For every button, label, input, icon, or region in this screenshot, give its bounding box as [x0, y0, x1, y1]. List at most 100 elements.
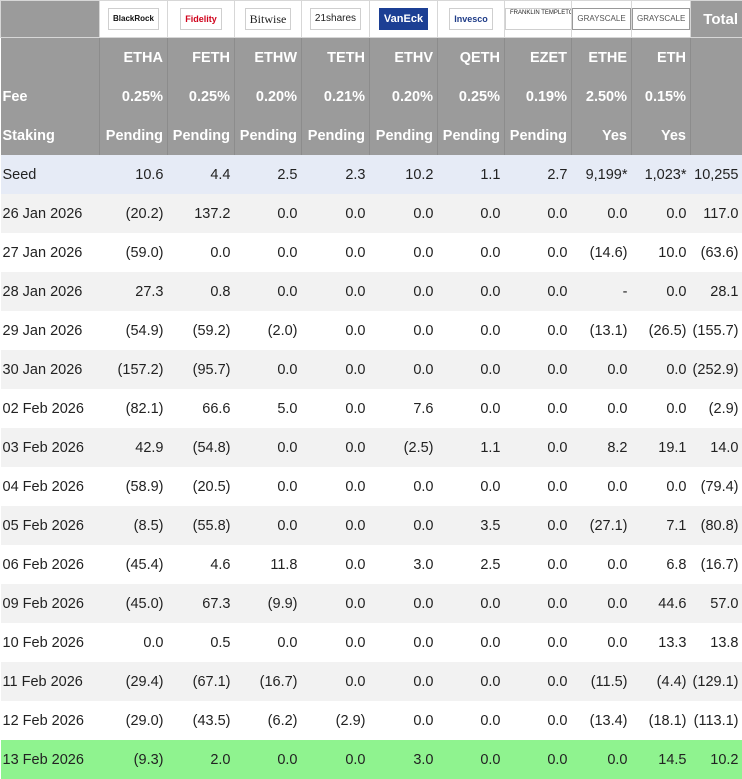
- flow-cell: 3.0: [370, 545, 438, 584]
- flow-cell: 0.0: [505, 701, 572, 740]
- flow-cell: 0.0: [438, 389, 505, 428]
- flow-cell: 2.7: [505, 155, 572, 194]
- fee-cell: 0.25%: [438, 77, 505, 116]
- flow-cell: 14.5: [632, 740, 691, 779]
- fee-cell: 0.19%: [505, 77, 572, 116]
- ticker-cell: TETH: [302, 38, 370, 78]
- row-date-label: 26 Jan 2026: [1, 194, 100, 233]
- flow-cell: 0.0: [302, 428, 370, 467]
- flow-cell: 0.0: [505, 506, 572, 545]
- flow-cell: 0.0: [302, 233, 370, 272]
- total-cell: (113.1): [691, 701, 742, 740]
- ticker-total-cell: [691, 38, 742, 78]
- fee-row: Fee 0.25% 0.25% 0.20% 0.21% 0.20% 0.25% …: [1, 77, 742, 116]
- staking-cell: Pending: [370, 116, 438, 155]
- flow-cell: 0.0: [505, 584, 572, 623]
- flow-cell: 2.3: [302, 155, 370, 194]
- flow-cell: 137.2: [168, 194, 235, 233]
- flow-cell: 0.0: [302, 662, 370, 701]
- total-cell: 28.1: [691, 272, 742, 311]
- flow-cell: 0.0: [370, 467, 438, 506]
- flow-cell: 0.0: [235, 623, 302, 662]
- row-date-label: 13 Feb 2026: [1, 740, 100, 779]
- flow-cell: 0.0: [370, 662, 438, 701]
- flow-cell: (20.5): [168, 467, 235, 506]
- flow-cell: 67.3: [168, 584, 235, 623]
- flow-cell: 0.0: [235, 467, 302, 506]
- flow-cell: 42.9: [100, 428, 168, 467]
- flow-cell: (14.6): [572, 233, 632, 272]
- grayscale-logo: GRAYSCALE: [572, 8, 630, 30]
- total-cell: (2.9): [691, 389, 742, 428]
- corner-cell: [1, 1, 100, 38]
- flow-cell: 0.0: [505, 272, 572, 311]
- total-cell: (80.8): [691, 506, 742, 545]
- ticker-row: ETHA FETH ETHW TETH ETHV QETH EZET ETHE …: [1, 38, 742, 78]
- total-column-header: Total: [691, 1, 742, 38]
- flow-cell: 0.0: [235, 740, 302, 779]
- flow-cell: 0.0: [572, 584, 632, 623]
- flow-cell: 0.0: [302, 584, 370, 623]
- issuer-logo-row: BlackRock Fidelity Bitwise 21shares VanE…: [1, 1, 742, 38]
- row-date-label: Seed: [1, 155, 100, 194]
- flow-cell: (157.2): [100, 350, 168, 389]
- fee-row-label: Fee: [1, 77, 100, 116]
- staking-cell: Pending: [302, 116, 370, 155]
- bitwise-logo: Bitwise: [245, 8, 292, 30]
- ticker-cell: ETH: [632, 38, 691, 78]
- flow-cell: (20.2): [100, 194, 168, 233]
- fee-cell: 0.25%: [168, 77, 235, 116]
- flow-cell: (54.8): [168, 428, 235, 467]
- flow-cell: 9,199*: [572, 155, 632, 194]
- flow-cell: 0.0: [505, 350, 572, 389]
- staking-cell: Pending: [235, 116, 302, 155]
- flow-cell: 0.0: [302, 740, 370, 779]
- flow-cell: 0.0: [572, 389, 632, 428]
- flow-cell: 0.0: [572, 350, 632, 389]
- flow-cell: -: [572, 272, 632, 311]
- staking-cell: Yes: [572, 116, 632, 155]
- flow-cell: 0.0: [370, 623, 438, 662]
- flow-cell: 0.0: [632, 272, 691, 311]
- flow-cell: 0.0: [632, 194, 691, 233]
- ticker-cell: QETH: [438, 38, 505, 78]
- flow-cell: 0.0: [235, 194, 302, 233]
- flow-cell: (82.1): [100, 389, 168, 428]
- flow-cell: (13.1): [572, 311, 632, 350]
- flow-cell: 11.8: [235, 545, 302, 584]
- total-cell: (63.6): [691, 233, 742, 272]
- row-date-label: 06 Feb 2026: [1, 545, 100, 584]
- flow-cell: 0.0: [370, 194, 438, 233]
- flow-cell: 0.0: [632, 467, 691, 506]
- flow-cell: 0.5: [168, 623, 235, 662]
- flow-cell: 10.2: [370, 155, 438, 194]
- flow-cell: (54.9): [100, 311, 168, 350]
- flow-cell: (95.7): [168, 350, 235, 389]
- flow-cell: 0.0: [235, 506, 302, 545]
- flow-cell: 0.0: [168, 233, 235, 272]
- flow-cell: 0.0: [438, 272, 505, 311]
- row-date-label: 05 Feb 2026: [1, 506, 100, 545]
- flow-cell: 0.0: [302, 467, 370, 506]
- staking-cell: Pending: [438, 116, 505, 155]
- flow-cell: 0.0: [302, 272, 370, 311]
- flow-cell: 10.6: [100, 155, 168, 194]
- flow-cell: 10.0: [632, 233, 691, 272]
- total-cell: 57.0: [691, 584, 742, 623]
- flow-cell: (18.1): [632, 701, 691, 740]
- flow-cell: (29.0): [100, 701, 168, 740]
- flow-cell: 0.0: [572, 623, 632, 662]
- flow-cell: (2.5): [370, 428, 438, 467]
- flow-cell: (67.1): [168, 662, 235, 701]
- flow-cell: 0.0: [438, 350, 505, 389]
- total-cell: 117.0: [691, 194, 742, 233]
- staking-row: Staking Pending Pending Pending Pending …: [1, 116, 742, 155]
- invesco-logo: Invesco: [449, 8, 493, 30]
- flow-cell: 0.0: [438, 233, 505, 272]
